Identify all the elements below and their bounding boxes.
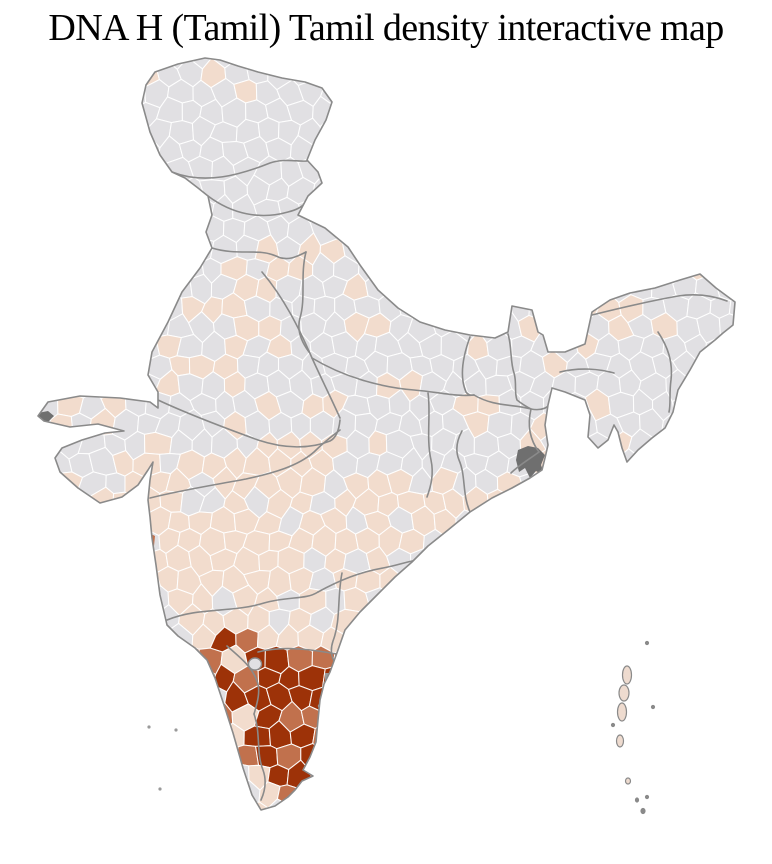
- map-title: DNA H (Tamil) Tamil density interactive …: [48, 7, 724, 49]
- district-cell[interactable]: [365, 587, 392, 612]
- island[interactable]: [610, 722, 616, 728]
- district-cells: [38, 58, 754, 810]
- island[interactable]: [615, 734, 625, 748]
- district-cell[interactable]: [310, 761, 338, 787]
- island[interactable]: [174, 728, 178, 732]
- district-cell[interactable]: [728, 292, 754, 319]
- island[interactable]: [644, 794, 650, 800]
- district-cell[interactable]: [368, 430, 388, 457]
- island[interactable]: [618, 684, 630, 702]
- bangalore-district[interactable]: [247, 657, 263, 671]
- andaman-nicobar-islands[interactable]: [610, 640, 656, 815]
- island[interactable]: [621, 665, 633, 685]
- island[interactable]: [147, 725, 151, 729]
- district-cell[interactable]: [133, 373, 161, 400]
- island[interactable]: [650, 704, 656, 710]
- district-cell[interactable]: [486, 488, 511, 519]
- lakshadweep-islands[interactable]: [147, 725, 178, 791]
- island[interactable]: [158, 787, 162, 791]
- district-cell[interactable]: [55, 471, 84, 496]
- island[interactable]: [616, 702, 628, 722]
- district-cell[interactable]: [89, 371, 115, 400]
- island[interactable]: [624, 777, 632, 785]
- island[interactable]: [644, 640, 650, 646]
- island[interactable]: [640, 807, 646, 815]
- india-outline: [37, 57, 736, 811]
- sundarbans-delta: [516, 446, 545, 478]
- district-cell[interactable]: [68, 371, 95, 399]
- district-cell[interactable]: [112, 491, 139, 519]
- district-cell[interactable]: [618, 448, 646, 479]
- island[interactable]: [634, 797, 640, 803]
- district-cell[interactable]: [718, 313, 742, 343]
